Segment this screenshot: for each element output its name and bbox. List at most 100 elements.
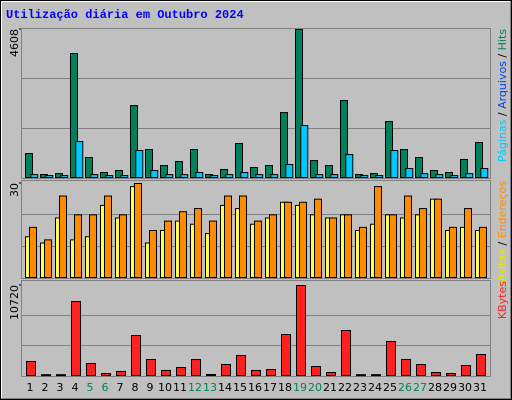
bar <box>284 201 292 278</box>
x-tick-label: 15 <box>233 381 247 394</box>
bar <box>175 161 183 178</box>
bar <box>325 165 333 178</box>
bar <box>299 201 307 278</box>
bar <box>25 153 33 178</box>
bar <box>60 175 69 179</box>
x-tick-label: 1 <box>27 381 34 394</box>
bar <box>100 171 108 178</box>
legend-entry: Hits <box>496 29 509 51</box>
bar <box>29 226 37 279</box>
bar <box>149 230 157 278</box>
bar <box>345 154 354 179</box>
bar <box>480 168 489 178</box>
legend-entry: Arquivos <box>496 61 509 109</box>
bar <box>416 364 426 376</box>
bar <box>404 195 412 279</box>
x-tick-label: 13 <box>203 381 217 394</box>
bar <box>340 100 348 178</box>
y-tick-label: 4608 <box>8 29 21 57</box>
bar <box>180 174 189 178</box>
bar <box>135 150 144 178</box>
bar <box>116 370 126 377</box>
x-tick-label: 31 <box>473 381 487 394</box>
x-tick-label: 5 <box>87 381 94 394</box>
bar <box>371 374 381 377</box>
bar <box>44 239 52 278</box>
bar <box>374 186 382 278</box>
bar <box>270 174 279 178</box>
bar <box>85 157 93 178</box>
bar <box>310 160 318 179</box>
bar <box>435 174 444 178</box>
bar <box>475 141 483 178</box>
bar <box>450 175 459 179</box>
bar <box>224 195 232 279</box>
legend-separator: / <box>496 109 509 120</box>
bar <box>430 169 438 178</box>
bar <box>326 371 336 376</box>
bar <box>104 195 112 279</box>
x-tick-label: 2 <box>42 381 49 394</box>
legend: Páginas / Arquivos / Hits <box>496 29 509 162</box>
bar <box>206 373 216 376</box>
bar <box>179 211 187 278</box>
bar <box>134 183 142 278</box>
x-tick-label: 24 <box>368 381 382 394</box>
x-tick-label: 30 <box>458 381 472 394</box>
panel <box>21 28 491 179</box>
bar <box>225 174 234 178</box>
bar <box>71 301 81 377</box>
bar <box>75 141 84 178</box>
y-tick-label: 30 <box>8 183 21 197</box>
legend-entry: Visitas <box>496 249 509 285</box>
bar <box>295 29 303 178</box>
bar <box>341 330 351 376</box>
x-tick-label: 3 <box>57 381 64 394</box>
bar <box>359 226 367 279</box>
legend-entry: KBytes <box>496 281 509 319</box>
x-tick-label: 20 <box>308 381 322 394</box>
legend-entry: Endereços <box>496 181 509 238</box>
bar <box>269 214 277 278</box>
x-tick-label: 19 <box>293 381 307 394</box>
bar <box>479 226 487 279</box>
y-tick-label: 10720 <box>8 285 21 320</box>
bar <box>385 121 393 178</box>
bar <box>431 371 441 376</box>
bar <box>220 169 228 179</box>
bar <box>59 195 67 279</box>
bar <box>194 208 202 278</box>
bar <box>254 220 262 279</box>
bar <box>26 360 36 377</box>
bar <box>251 369 261 376</box>
bar <box>130 105 138 178</box>
x-tick-label: 8 <box>132 381 139 394</box>
bar <box>375 175 384 179</box>
bar <box>314 198 322 279</box>
x-tick-label: 21 <box>323 381 337 394</box>
x-tick-label: 9 <box>147 381 154 394</box>
x-tick-label: 4 <box>72 381 79 394</box>
bar <box>236 355 246 376</box>
bar <box>255 174 264 178</box>
bar <box>89 214 97 278</box>
bar <box>360 175 369 179</box>
bar <box>419 208 427 278</box>
bar <box>415 157 423 178</box>
bar <box>45 175 54 179</box>
bar <box>56 374 66 377</box>
bar <box>266 369 276 377</box>
x-tick-label: 12 <box>188 381 202 394</box>
bar <box>221 364 231 376</box>
bar <box>285 164 294 179</box>
legend: KBytes <box>496 281 509 319</box>
x-tick-label: 10 <box>158 381 172 394</box>
x-tick-label: 16 <box>248 381 262 394</box>
bar <box>195 171 204 178</box>
bar <box>160 165 168 178</box>
bar <box>329 217 337 278</box>
bar <box>389 214 397 278</box>
bar <box>281 334 291 376</box>
